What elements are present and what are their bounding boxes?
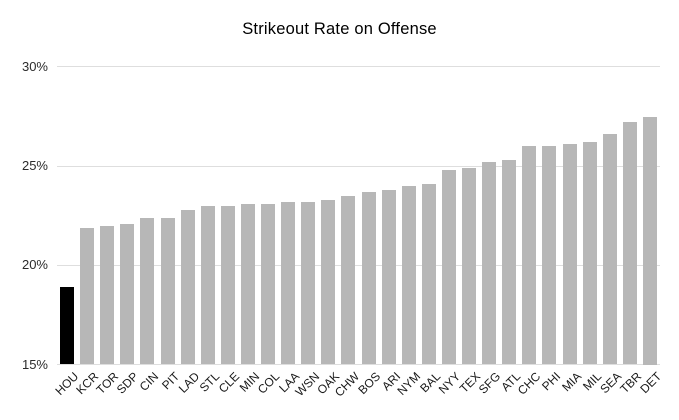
bar-COL	[261, 203, 276, 365]
bar-KCR	[80, 227, 95, 365]
bar-OAK	[321, 199, 336, 365]
bar-CIN	[140, 217, 155, 365]
bar-TBR	[622, 122, 637, 365]
bar-NYY	[441, 170, 456, 365]
bar-LAD	[180, 209, 195, 365]
bar-ATL	[502, 160, 517, 365]
y-axis-tick-20: 20%	[21, 257, 48, 273]
bar-MIL	[582, 142, 597, 365]
bar-PIT	[160, 217, 175, 365]
bar-BAL	[421, 183, 436, 365]
bar-CHC	[522, 146, 537, 365]
y-axis-tick-25: 25%	[21, 158, 48, 174]
bar-TOR	[100, 225, 115, 365]
bar-SEA	[602, 134, 617, 365]
bar-MIA	[562, 144, 577, 365]
bar-HOU	[60, 287, 75, 365]
bar-NYM	[401, 185, 416, 365]
bar-PHI	[542, 146, 557, 365]
gridline-15	[57, 364, 660, 365]
y-axis-tick-15: 15%	[21, 356, 48, 372]
bar-LAA	[281, 201, 296, 365]
gridline-20	[57, 264, 660, 266]
chart-title: Strikeout Rate on Offense	[242, 20, 437, 38]
bar-BOS	[361, 191, 376, 365]
y-axis-tick-30: 30%	[21, 58, 48, 74]
bar-WSN	[301, 201, 316, 365]
gridline-25	[57, 165, 660, 167]
bar-SFG	[482, 162, 497, 365]
bar-STL	[200, 205, 215, 365]
gridline-30	[57, 66, 660, 68]
bar-TEX	[462, 168, 477, 365]
bar-CHW	[341, 195, 356, 365]
bar-DET	[642, 116, 657, 365]
bar-CLE	[220, 205, 235, 365]
bar-ARI	[381, 189, 396, 365]
bar-SDP	[120, 223, 135, 365]
bar-MIN	[240, 203, 255, 365]
